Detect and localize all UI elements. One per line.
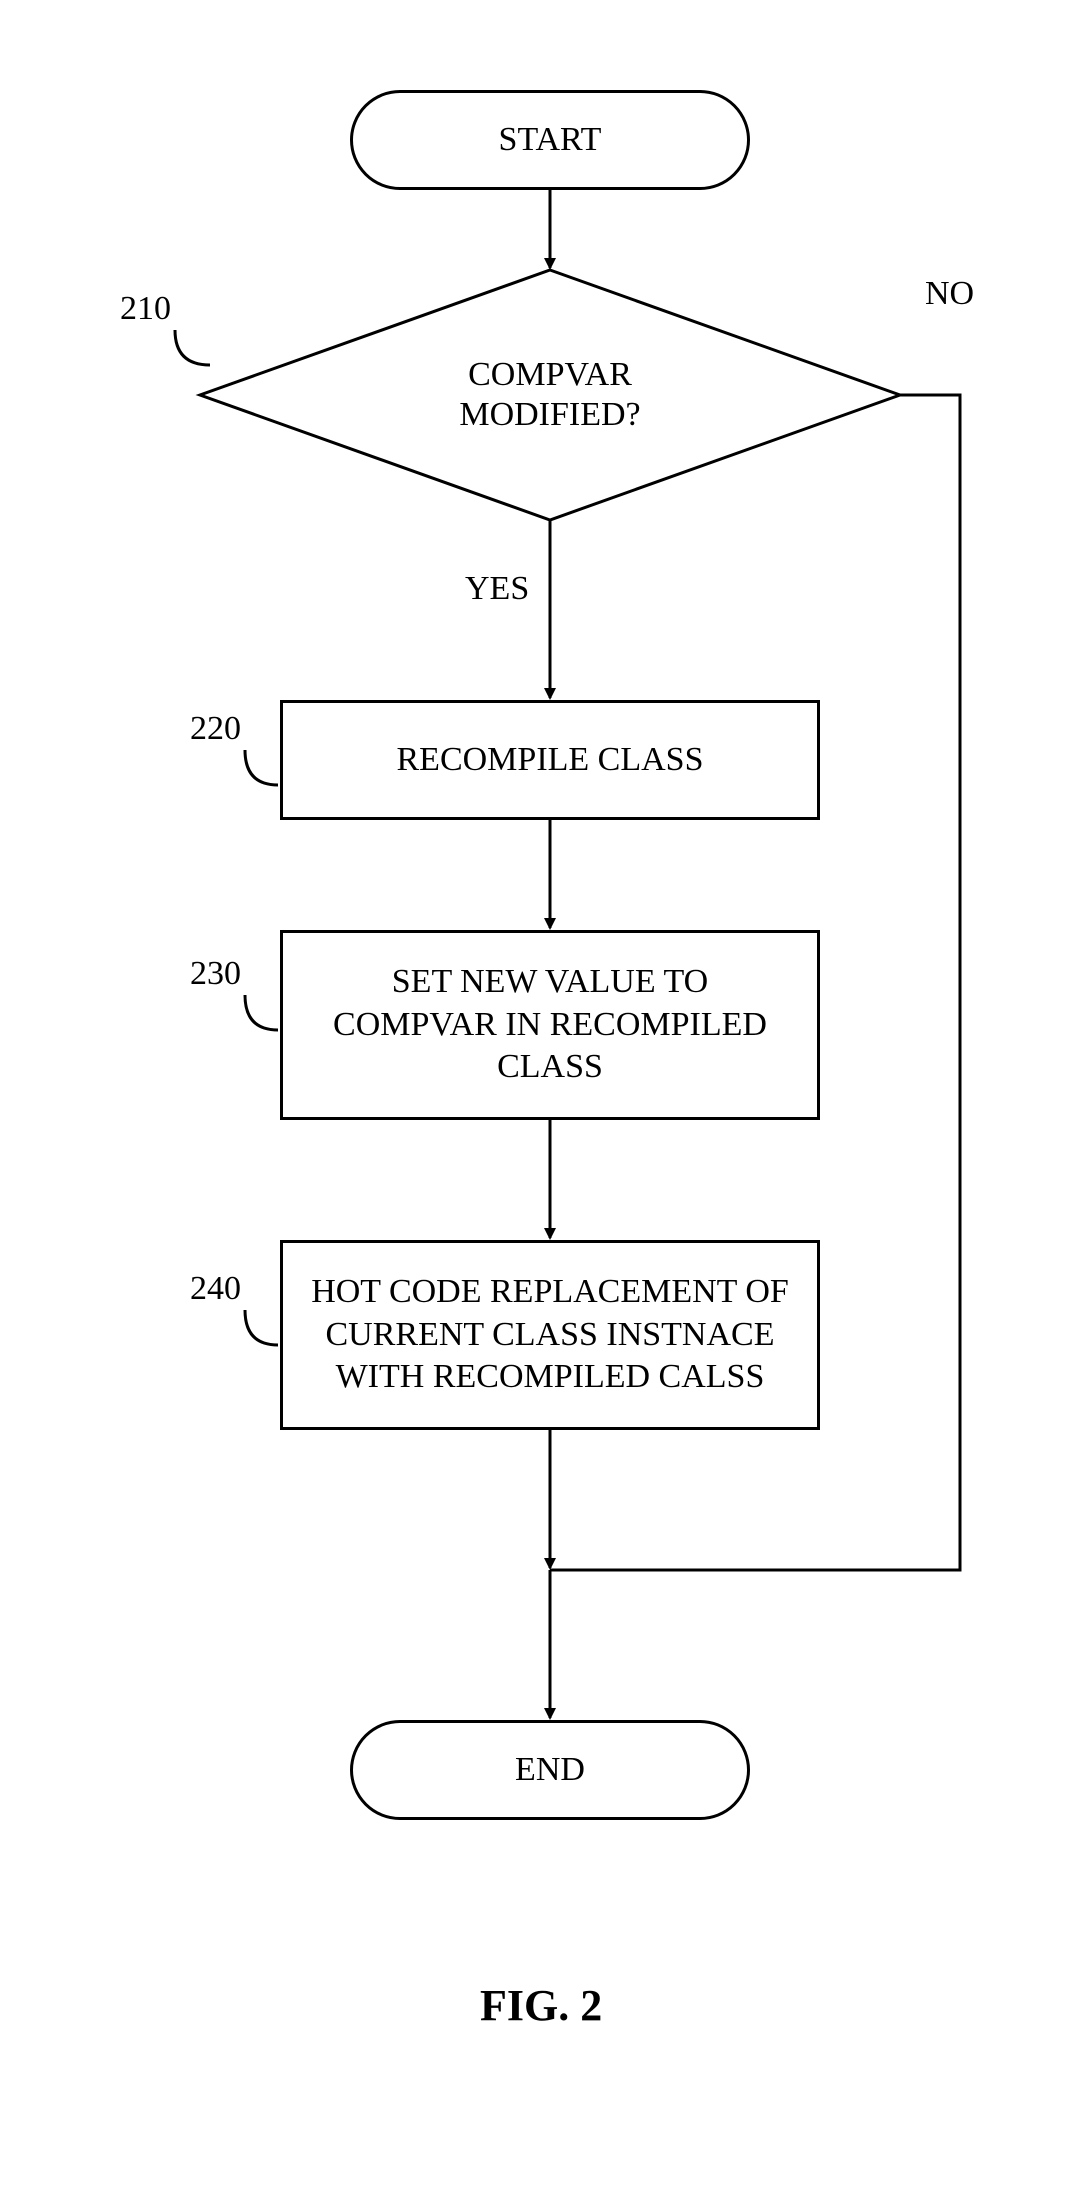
decision-yes-label: YES xyxy=(465,570,529,608)
figure-label: FIG. 2 xyxy=(480,1980,602,2031)
decision-diamond xyxy=(200,270,900,520)
process-set-new-value: SET NEW VALUE TOCOMPVAR IN RECOMPILEDCLA… xyxy=(280,930,820,1120)
process-230-text: SET NEW VALUE TOCOMPVAR IN RECOMPILEDCLA… xyxy=(333,961,767,1089)
process-recompile-class: RECOMPILE CLASS xyxy=(280,700,820,820)
process-hot-code-replacement: HOT CODE REPLACEMENT OFCURRENT CLASS INS… xyxy=(280,1240,820,1430)
ref-label-230: 230 xyxy=(190,955,241,993)
ref-label-220: 220 xyxy=(190,710,241,748)
process-240-text: HOT CODE REPLACEMENT OFCURRENT CLASS INS… xyxy=(311,1271,789,1399)
decision-text-line1: COMPVAR xyxy=(468,356,632,393)
terminator-end: END xyxy=(350,1720,750,1820)
process-220-text: RECOMPILE CLASS xyxy=(397,739,704,782)
ref-hook-240 xyxy=(245,1310,278,1345)
ref-hook-230 xyxy=(245,995,278,1030)
terminator-start: START xyxy=(350,90,750,190)
terminator-end-label: END xyxy=(515,1749,585,1792)
decision-text-line2: MODIFIED? xyxy=(459,396,640,433)
terminator-start-label: START xyxy=(499,119,602,162)
ref-label-240: 240 xyxy=(190,1270,241,1308)
decision-no-label: NO xyxy=(925,275,974,313)
ref-label-210: 210 xyxy=(120,290,171,328)
ref-hook-220 xyxy=(245,750,278,785)
ref-hook-210 xyxy=(175,330,210,365)
flowchart-canvas: START RECOMPILE CLASS SET NEW VALUE TOCO… xyxy=(0,0,1077,2195)
